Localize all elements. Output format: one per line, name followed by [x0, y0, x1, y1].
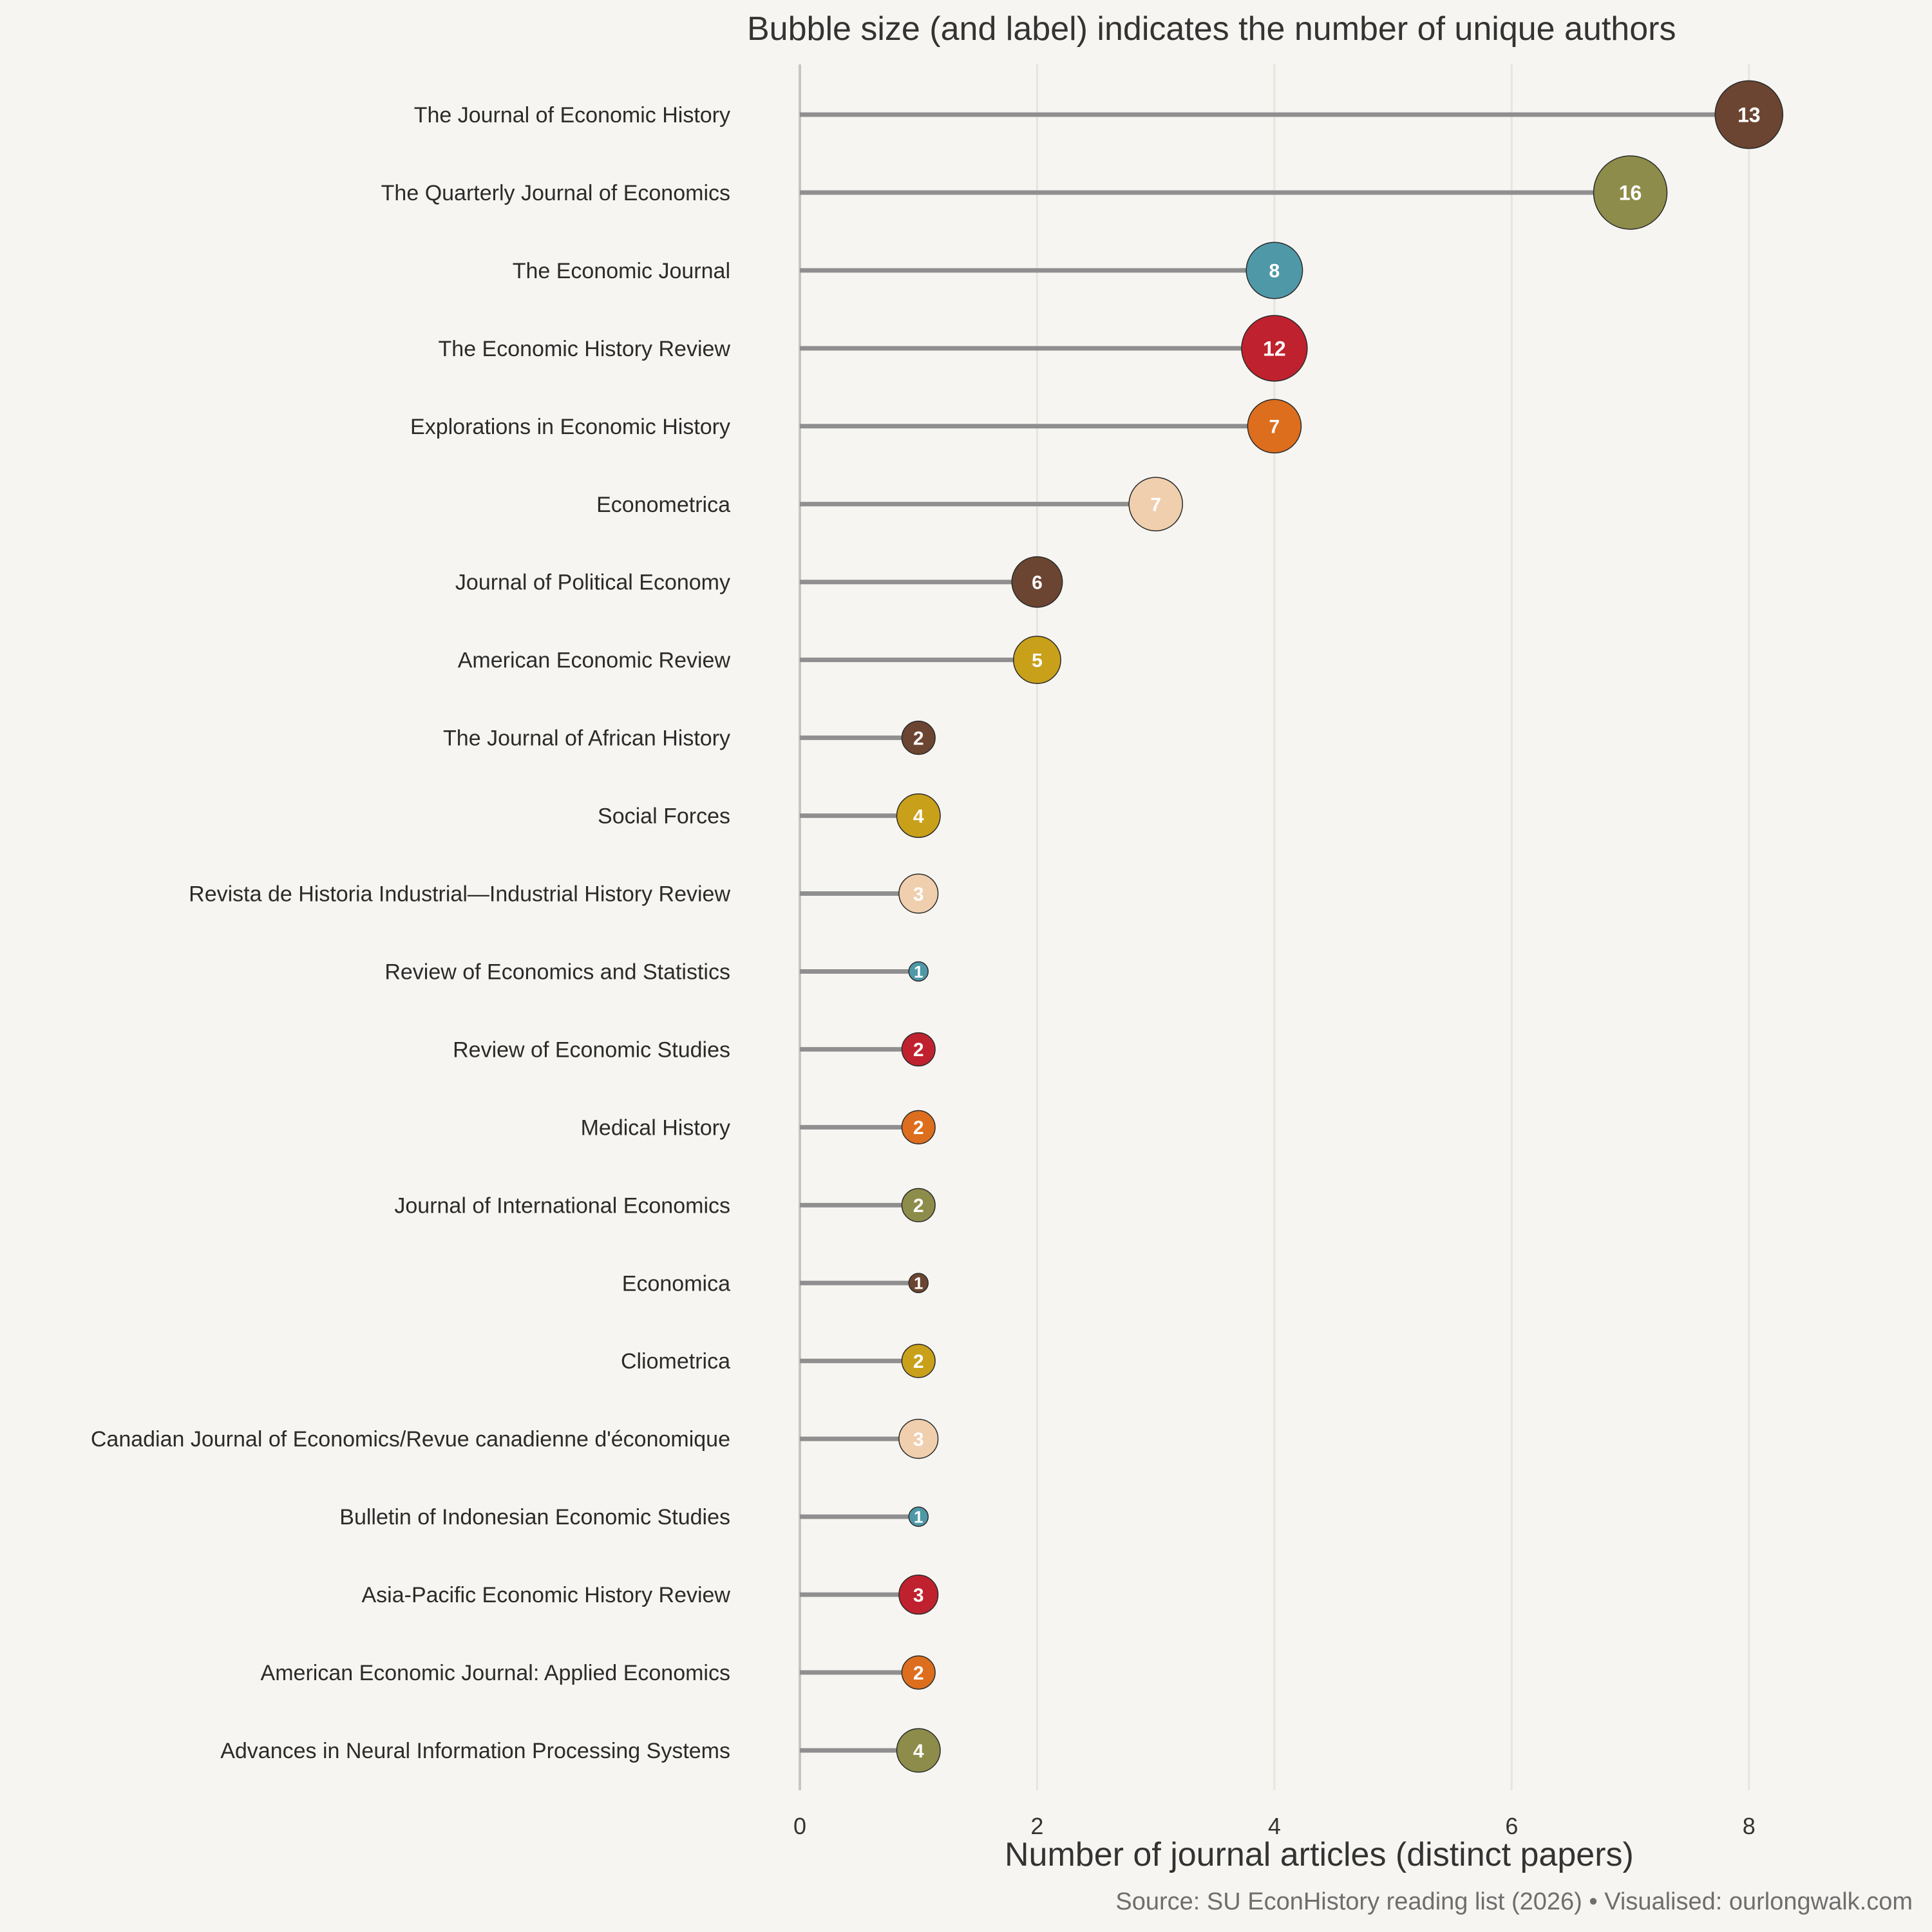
author-count-label: 1: [914, 1274, 923, 1293]
author-bubble: [896, 1728, 941, 1773]
author-count-label: 3: [913, 884, 924, 905]
chart-title: Bubble size (and label) indicates the nu…: [747, 10, 1676, 48]
author-count-label: 4: [913, 806, 924, 827]
journal-label: Asia-Pacific Economic History Review: [362, 1583, 731, 1607]
author-count-label: 12: [1263, 337, 1286, 360]
author-count-label: 5: [1032, 650, 1043, 671]
author-count-label: 4: [913, 1741, 924, 1762]
author-bubble: [901, 1343, 936, 1378]
journal-label: The Journal of African History: [443, 726, 730, 751]
author-bubble: [1013, 636, 1061, 685]
author-bubble: [898, 1419, 939, 1459]
author-bubble: [901, 1110, 936, 1144]
author-bubble: [1128, 477, 1183, 532]
author-count-label: 8: [1269, 261, 1280, 282]
author-count-label: 13: [1738, 104, 1761, 127]
x-tick-label: 6: [1505, 1813, 1518, 1839]
author-bubble: [898, 1575, 939, 1615]
journal-label: The Economic Journal: [513, 259, 730, 283]
author-count-label: 6: [1032, 573, 1043, 594]
x-tick-label: 4: [1268, 1813, 1281, 1839]
author-bubble: [898, 873, 939, 914]
journal-label: Social Forces: [598, 804, 730, 829]
journal-label: American Economic Review: [458, 649, 731, 673]
author-bubble: [896, 793, 941, 838]
journal-label: American Economic Journal: Applied Econo…: [261, 1661, 730, 1685]
journal-label: The Economic History Review: [439, 337, 731, 361]
journal-label: Cliometrica: [621, 1349, 730, 1374]
author-count-label: 3: [913, 1585, 924, 1606]
author-bubble: [1245, 242, 1303, 299]
author-count-label: 2: [913, 728, 924, 749]
author-bubble: [901, 1188, 936, 1222]
journal-label: Advances in Neural Information Processin…: [220, 1739, 730, 1763]
author-bubble: [908, 961, 929, 982]
journal-label: Medical History: [581, 1115, 730, 1140]
author-bubble: [1714, 80, 1784, 149]
author-count-label: 1: [914, 1508, 923, 1527]
author-bubble: [901, 1032, 936, 1067]
x-tick-label: 0: [793, 1813, 806, 1839]
author-count-label: 2: [913, 1117, 924, 1139]
author-count-label: 3: [913, 1429, 924, 1450]
journal-label: Review of Economic Studies: [453, 1037, 730, 1062]
author-count-label: 2: [913, 1351, 924, 1372]
journal-label: The Quarterly Journal of Economics: [381, 181, 730, 205]
source-note: Source: SU EconHistory reading list (202…: [1115, 1888, 1913, 1915]
author-bubble: [1247, 399, 1302, 454]
author-count-label: 2: [913, 1663, 924, 1684]
author-count-label: 2: [913, 1195, 924, 1217]
journal-label: Canadian Journal of Economics/Revue cana…: [91, 1427, 730, 1452]
author-count-label: 7: [1150, 495, 1161, 516]
author-bubble: [1593, 155, 1668, 230]
author-count-label: 1: [914, 962, 923, 981]
journal-label: Bulletin of Indonesian Economic Studies: [339, 1505, 730, 1530]
journal-label: Explorations in Economic History: [410, 415, 730, 439]
journal-label: Econometrica: [596, 493, 730, 517]
author-bubble: [1011, 556, 1063, 608]
x-axis-label: Number of journal articles (distinct pap…: [1005, 1836, 1634, 1873]
journal-label: Review of Economics and Statistics: [384, 960, 730, 984]
journal-label: Economica: [622, 1271, 730, 1296]
journal-label: Revista de Historia Industrial—Industria…: [189, 882, 730, 907]
author-bubble: [901, 1655, 936, 1690]
x-tick-label: 8: [1743, 1813, 1756, 1839]
journal-label: Journal of Political Economy: [455, 571, 730, 595]
author-bubble: [908, 1273, 929, 1294]
author-count-label: 16: [1619, 181, 1642, 204]
journal-label: Journal of International Economics: [394, 1193, 730, 1218]
x-tick-label: 2: [1030, 1813, 1043, 1839]
journal-label: The Journal of Economic History: [414, 103, 730, 128]
author-bubble: [908, 1506, 929, 1527]
author-bubble: [901, 721, 936, 755]
author-count-label: 7: [1269, 417, 1280, 438]
author-bubble: [1241, 315, 1308, 382]
author-count-label: 2: [913, 1039, 924, 1061]
